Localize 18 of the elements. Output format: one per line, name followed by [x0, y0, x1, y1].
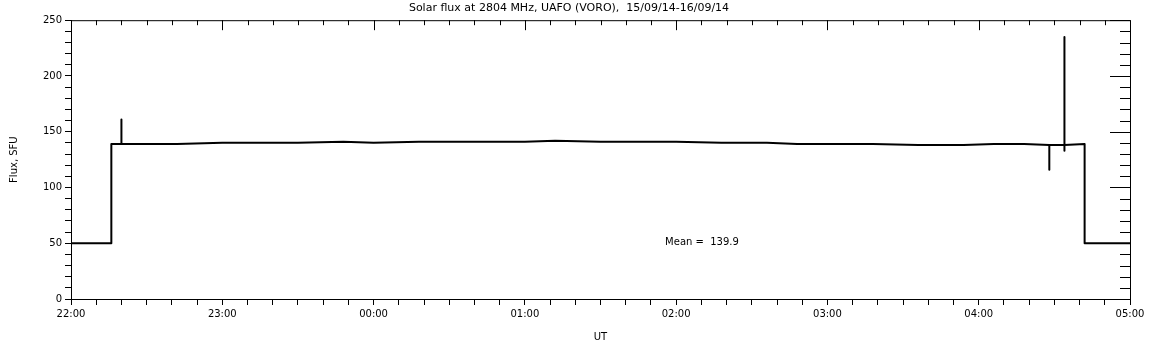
x-tick-label: 23:00	[207, 307, 237, 319]
x-tick-label: 01:00	[510, 307, 540, 319]
annotation: Mean = 139.9	[665, 236, 739, 247]
y-tick-label: 150	[42, 125, 62, 137]
y-tick-label: 100	[42, 181, 62, 193]
y-tick-label: 0	[55, 292, 62, 304]
x-tick-label: 22:00	[56, 307, 86, 319]
x-tick-label: 03:00	[813, 307, 842, 319]
y-tick-label: 50	[49, 236, 62, 248]
x-axis-title: UT	[593, 330, 609, 342]
y-tick-label: 250	[42, 13, 62, 25]
x-tick-label: 04:00	[964, 307, 994, 319]
chart-title: Solar flux at 2804 MHz, UAFO (VORO), 15/09/14-16/09/14	[408, 1, 730, 15]
y-axis-title: Flux, SFU	[7, 136, 19, 183]
y-tick-label: 200	[42, 69, 62, 81]
x-tick-label: 05:00	[1115, 307, 1145, 319]
x-tick-label: 02:00	[661, 307, 691, 319]
x-tick-label: 00:00	[359, 307, 388, 319]
